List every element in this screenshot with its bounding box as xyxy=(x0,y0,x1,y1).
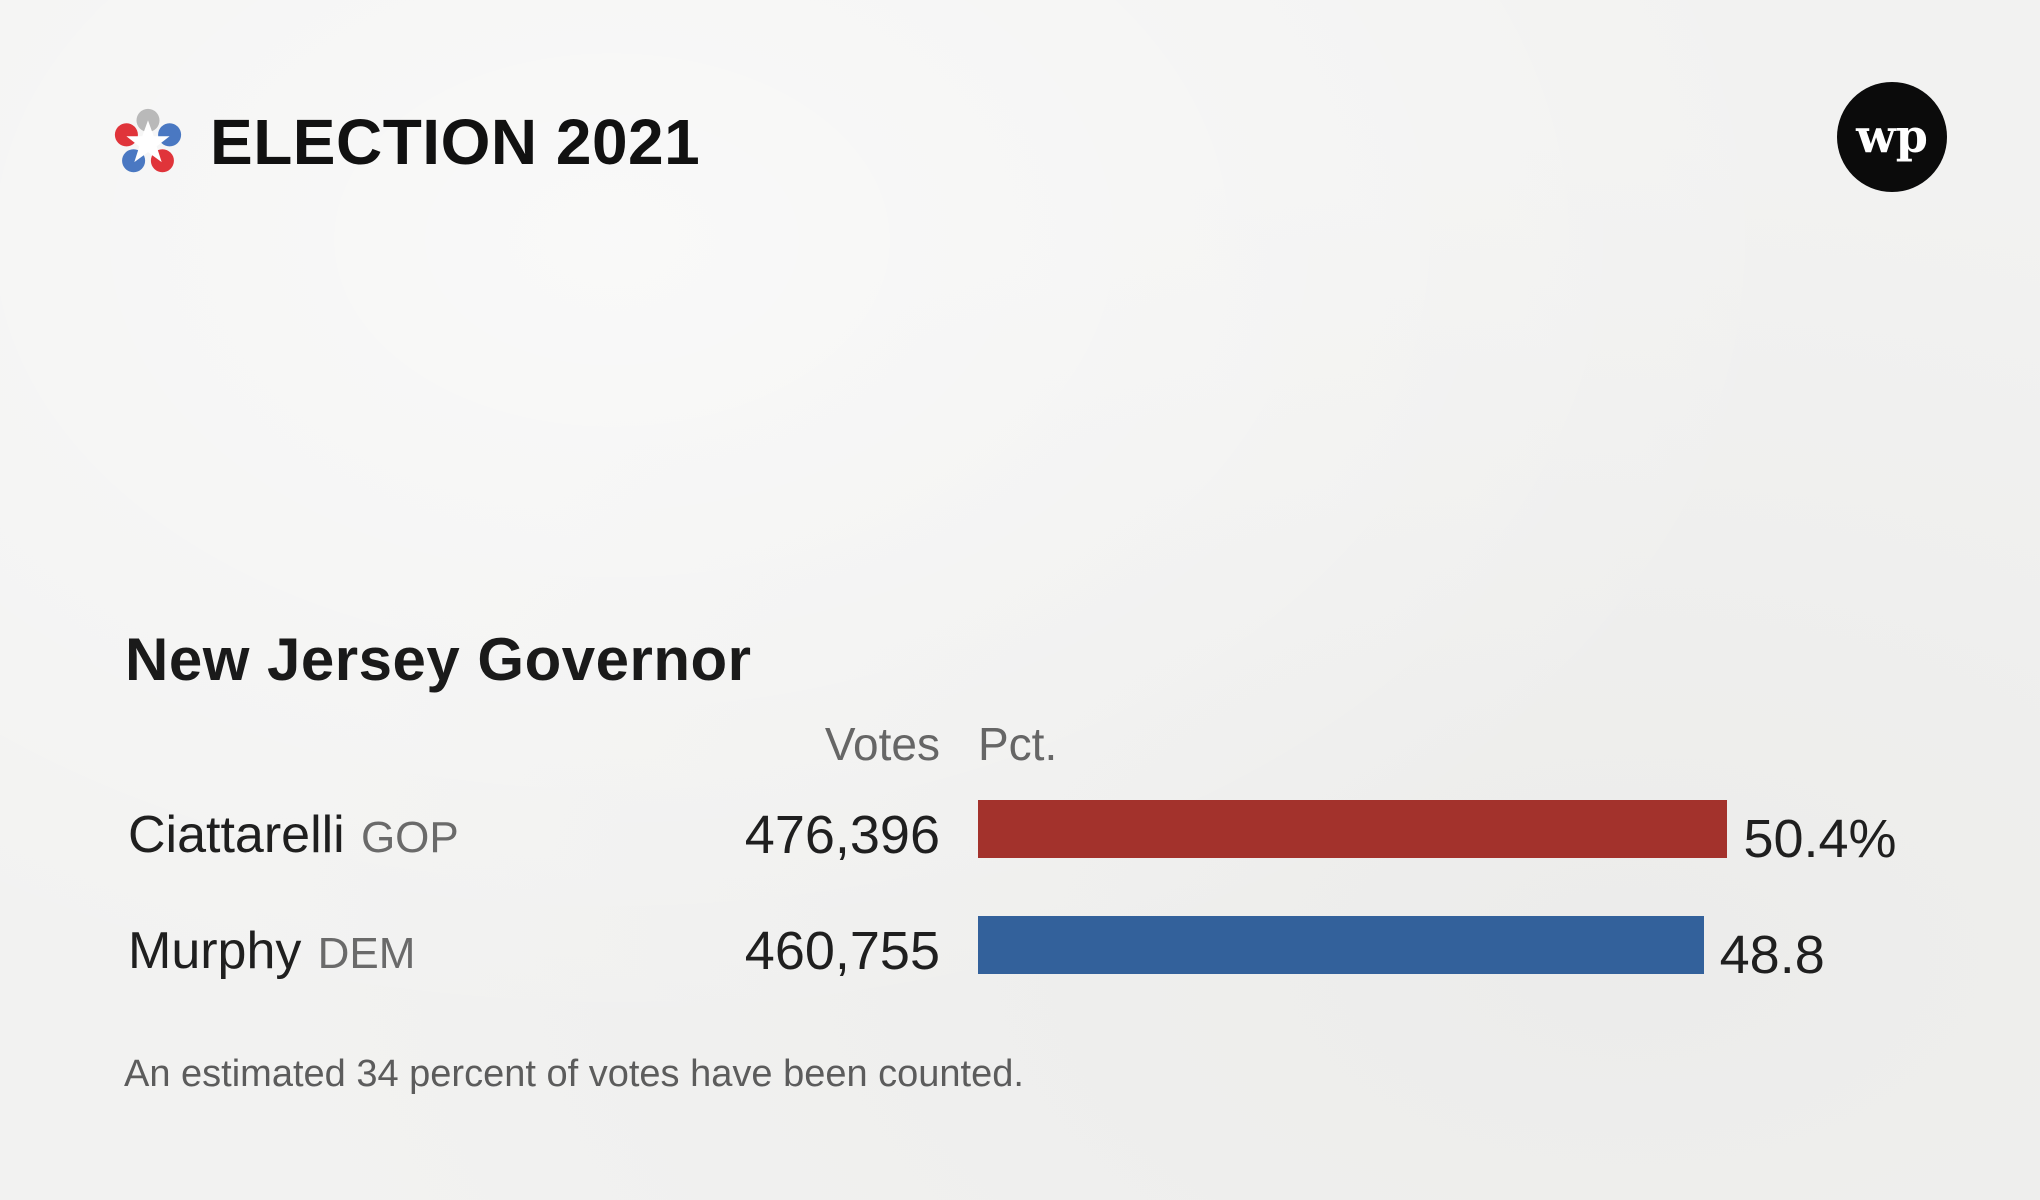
vote-share-label: 48.8 xyxy=(1719,925,1825,985)
candidate-label: Murphy DEM xyxy=(128,920,415,985)
candidate-name: Ciattarelli xyxy=(128,806,345,864)
wp-logo-text: wp xyxy=(1855,109,1928,163)
vote-count: 460,755 xyxy=(744,921,940,981)
votes-column-header: Votes xyxy=(824,718,940,770)
vote-count: 476,396 xyxy=(744,805,940,865)
pct-column-header: Pct. xyxy=(978,718,1058,770)
washington-post-wp-icon: wp xyxy=(1837,82,1947,192)
election-star-icon xyxy=(114,108,182,173)
election-title: ELECTION 2021 xyxy=(210,106,701,178)
race-title: New Jersey Governor xyxy=(125,626,752,693)
vote-share-label: 50.4% xyxy=(1743,809,1897,869)
candidate-label: Ciattarelli GOP xyxy=(128,804,459,869)
candidate-row: Murphy DEM 460,755 48.8 xyxy=(0,916,2040,986)
vote-share-bar xyxy=(978,916,1704,974)
candidate-name: Murphy xyxy=(128,922,302,980)
candidate-row: Ciattarelli GOP 476,396 50.4% xyxy=(0,800,2040,870)
vote-share-bar xyxy=(978,800,1728,858)
party-label: DEM xyxy=(305,929,416,978)
counted-footnote: An estimated 34 percent of votes have be… xyxy=(124,1053,1024,1095)
party-label: GOP xyxy=(348,813,459,862)
election-brand: ELECTION 2021 xyxy=(112,106,700,178)
